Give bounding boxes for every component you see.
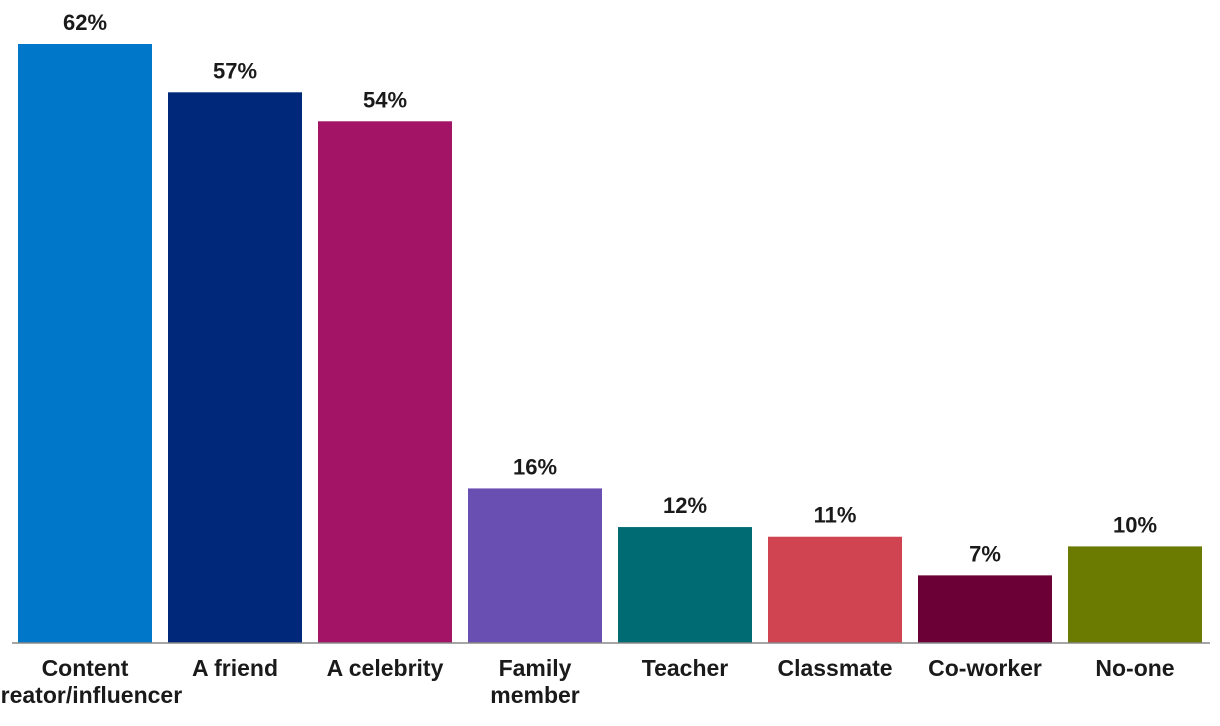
value-labels-group: 62% 57% 54% 16% 12% 11% 7% 10% — [63, 10, 1157, 566]
value-label-1: 57% — [213, 58, 257, 83]
category-label-2: A celebrity — [327, 655, 444, 681]
bars-group — [18, 44, 1202, 643]
category-label-4: Teacher — [642, 655, 729, 681]
value-label-3: 16% — [513, 454, 557, 479]
bar-6 — [918, 575, 1052, 643]
category-label-line: Classmate — [777, 655, 892, 681]
category-label-7: No-one — [1095, 655, 1174, 681]
value-label-6: 7% — [969, 541, 1001, 566]
category-label-line: Co-worker — [928, 655, 1042, 681]
category-label-line: Family — [499, 655, 572, 681]
value-label-2: 54% — [363, 87, 407, 112]
category-label-line: A celebrity — [327, 655, 444, 681]
category-label-line: creator/influencer — [0, 682, 182, 708]
category-label-5: Classmate — [777, 655, 892, 681]
category-label-line: member — [490, 682, 580, 708]
value-label-4: 12% — [663, 493, 707, 518]
bar-4 — [618, 527, 752, 643]
bar-7 — [1068, 546, 1202, 643]
category-label-0: Content creator/influencer — [0, 655, 182, 708]
value-label-7: 10% — [1113, 512, 1157, 537]
bar-3 — [468, 488, 602, 643]
category-label-line: Teacher — [642, 655, 729, 681]
category-label-6: Co-worker — [928, 655, 1042, 681]
category-label-3: Family member — [490, 655, 580, 708]
category-label-line: A friend — [192, 655, 278, 681]
value-label-5: 11% — [814, 503, 857, 528]
bar-0 — [18, 44, 152, 643]
category-label-1: A friend — [192, 655, 278, 681]
category-label-line: No-one — [1095, 655, 1174, 681]
value-label-0: 62% — [63, 10, 107, 35]
bar-2 — [318, 121, 452, 643]
bar-5 — [768, 536, 902, 643]
category-labels-group: Content creator/influencer A friend A celeb… — [0, 655, 1175, 708]
category-label-line: Content — [42, 655, 129, 681]
bar-1 — [168, 92, 302, 643]
